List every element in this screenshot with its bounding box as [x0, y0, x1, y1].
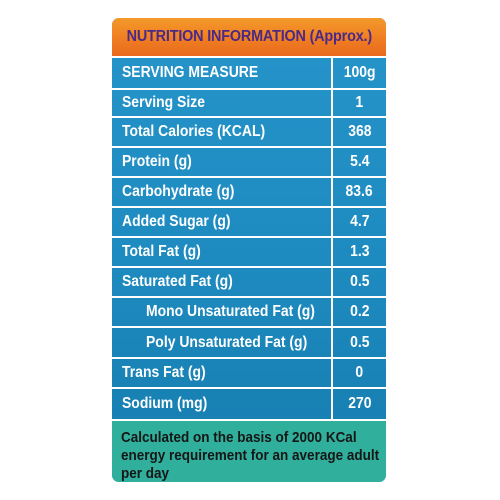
nutrition-title: NUTRITION INFORMATION (Approx.)	[112, 18, 386, 58]
table-row: Trans Fat (g) 0	[112, 359, 386, 389]
nutrition-title-text: NUTRITION INFORMATION (Approx.)	[126, 28, 372, 45]
table-row: Mono Unsaturated Fat (g) 0.2	[112, 298, 386, 328]
nutrition-table: SERVING MEASURE 100g Serving Size 1 Tota…	[112, 58, 386, 419]
nutrient-value: 368	[347, 123, 372, 140]
table-row: Added Sugar (g) 4.7	[112, 208, 386, 238]
table-row: SERVING MEASURE 100g	[112, 58, 386, 90]
nutrient-value: 83.6	[345, 183, 374, 200]
nutrient-value: 0.5	[349, 273, 370, 290]
table-row: Sodium (mg) 270	[112, 389, 386, 419]
table-row: Protein (g) 5.4	[112, 148, 386, 178]
nutrient-value: 5.4	[349, 153, 370, 170]
nutrient-name: Total Fat (g)	[112, 238, 333, 266]
nutrient-value: 0.2	[349, 303, 370, 320]
nutrient-name: Serving Size	[112, 90, 333, 116]
nutrient-name: Total Calories (KCAL)	[112, 118, 333, 146]
nutrient-value: 100g	[343, 64, 376, 81]
nutrient-value: 270	[347, 395, 372, 412]
nutrient-name: Mono Unsaturated Fat (g)	[112, 298, 333, 326]
nutrient-value: 0	[355, 364, 364, 381]
table-row: Total Fat (g) 1.3	[112, 238, 386, 268]
nutrient-name: SERVING MEASURE	[112, 58, 333, 88]
nutrient-name: Poly Unsaturated Fat (g)	[112, 328, 333, 357]
nutrient-value: 0.5	[349, 333, 370, 351]
table-row: Poly Unsaturated Fat (g) 0.5	[112, 328, 386, 359]
table-row: Serving Size 1	[112, 90, 386, 118]
nutrient-name: Carbohydrate (g)	[112, 178, 333, 206]
nutrient-value: 1.3	[349, 243, 370, 260]
table-row: Carbohydrate (g) 83.6	[112, 178, 386, 208]
footer-note-text: Calculated on the basis of 2000 KCal ene…	[121, 429, 380, 482]
nutrient-name: Protein (g)	[112, 148, 333, 176]
nutrient-name: Sodium (mg)	[112, 389, 333, 419]
footer-note: Calculated on the basis of 2000 KCal ene…	[112, 419, 386, 482]
nutrient-name: Saturated Fat (g)	[112, 268, 333, 296]
table-row: Total Calories (KCAL) 368	[112, 118, 386, 148]
nutrition-label: NUTRITION INFORMATION (Approx.) SERVING …	[110, 16, 388, 484]
nutrient-value: 4.7	[349, 213, 370, 230]
table-row: Saturated Fat (g) 0.5	[112, 268, 386, 298]
nutrient-value: 1	[355, 94, 364, 111]
nutrient-name: Added Sugar (g)	[112, 208, 333, 236]
nutrient-name: Trans Fat (g)	[112, 359, 333, 387]
